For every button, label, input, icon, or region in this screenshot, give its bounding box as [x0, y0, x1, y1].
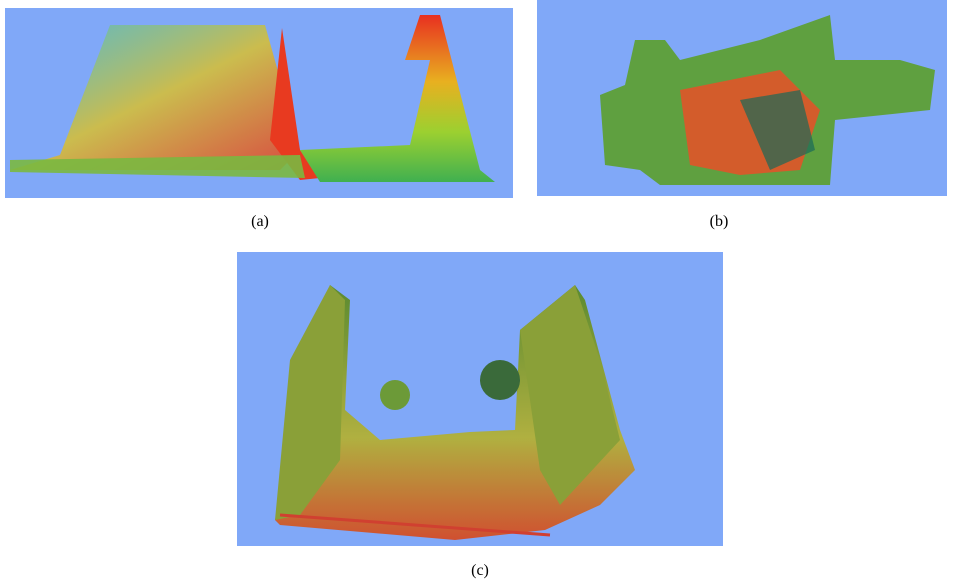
panel-label: (b) — [710, 213, 729, 230]
tree — [380, 380, 410, 410]
figure: (a) (b) (c) — [0, 0, 953, 587]
panel-label: (c) — [471, 562, 489, 579]
tree — [480, 360, 520, 400]
panel-label: (a) — [251, 213, 269, 230]
page: (a) (b) (c) (() => { const data = JSON.p… — [0, 0, 953, 587]
panel-a — [5, 8, 513, 198]
panel-b — [537, 0, 947, 196]
panel-c — [237, 252, 723, 546]
